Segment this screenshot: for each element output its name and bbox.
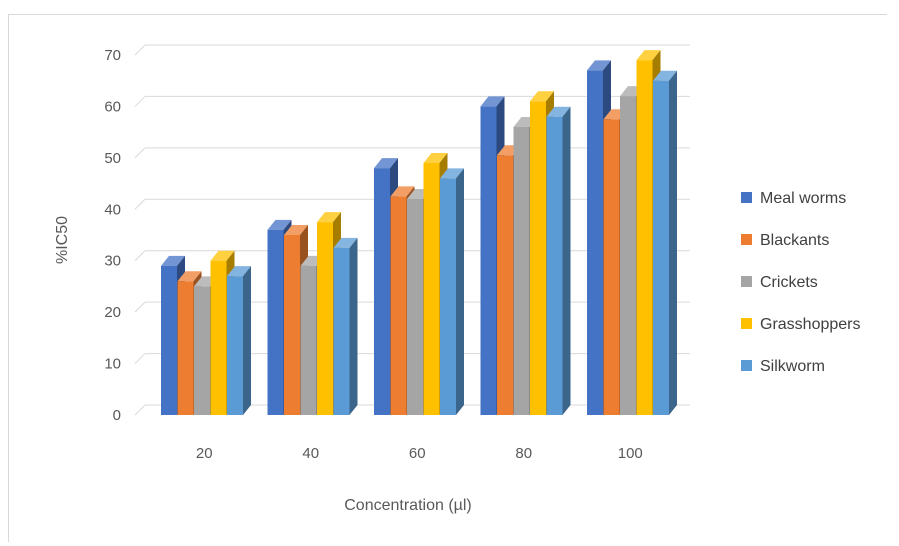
y-tick-label: 50 [104, 150, 121, 167]
legend-swatch [741, 192, 752, 203]
bar-front [513, 127, 530, 415]
legend-item: Grasshoppers [741, 316, 861, 333]
chart-frame [8, 14, 887, 542]
y-tick-label: 10 [104, 356, 121, 373]
bar-side [243, 266, 251, 415]
bar-front [636, 60, 653, 416]
bar-front [653, 80, 669, 415]
bar-front [333, 247, 350, 415]
bar [653, 70, 677, 415]
x-axis-title: Concentration (µl) [344, 497, 472, 514]
bar [440, 168, 464, 415]
y-tick-label: 20 [104, 304, 121, 321]
gridline-depth [134, 250, 146, 262]
bar-top [587, 60, 611, 71]
bar-front [267, 229, 284, 415]
gridline-depth [134, 404, 146, 416]
y-tick-label: 70 [104, 47, 121, 64]
legend-label: Crickets [760, 274, 818, 291]
bar-front [210, 260, 227, 415]
bar-front [603, 119, 620, 416]
bar-front [177, 281, 194, 415]
legend-item: Blackants [741, 232, 829, 249]
x-tick-label: 100 [618, 445, 643, 462]
y-tick-label: 30 [104, 253, 121, 270]
gridline-depth [134, 301, 146, 313]
y-tick-label: 40 [104, 201, 121, 218]
bar [333, 237, 358, 415]
bar-front [423, 163, 440, 415]
bar-front [194, 286, 210, 415]
legend-item: Crickets [741, 274, 818, 291]
bar-front [374, 168, 390, 415]
legend-swatch [741, 234, 752, 245]
legend-swatch [741, 276, 752, 287]
bar-top [210, 250, 235, 261]
bar [546, 106, 571, 415]
bar-side [349, 237, 358, 415]
bar-front [480, 106, 497, 415]
legend-item: Meal worms [741, 190, 846, 207]
bar-front [161, 265, 177, 415]
x-tick-labels: 20 40 60 80 100 [196, 445, 643, 462]
bar-front [546, 116, 563, 415]
y-tick-labels: 0 10 20 30 40 50 60 70 [104, 47, 121, 424]
x-tick-label: 80 [515, 445, 532, 462]
bar-side [562, 106, 571, 415]
legend-swatch [741, 360, 752, 371]
bar-front [317, 222, 333, 415]
legend-label: Meal worms [760, 190, 846, 207]
gridline-depth [134, 96, 146, 107]
gridline-depth [134, 147, 146, 159]
legend-label: Silkworm [760, 358, 825, 375]
legend-label: Blackants [760, 232, 829, 249]
bar-front [440, 178, 456, 415]
bar-front [407, 199, 423, 415]
legend-label: Grasshoppers [760, 316, 861, 333]
bar-layer [161, 50, 677, 416]
legend-item: Silkworm [741, 358, 825, 375]
gridline-depth [134, 353, 146, 364]
x-tick-label: 40 [302, 445, 319, 462]
y-axis-title: %IC50 [54, 216, 71, 264]
bar-front [300, 265, 317, 415]
bar-side [456, 168, 464, 415]
bar [227, 266, 251, 415]
bar-front [530, 101, 546, 416]
legend: Meal worms Blackants Crickets Grasshoppers S… [741, 190, 861, 375]
x-tick-label: 60 [409, 445, 426, 462]
gridline-depth [134, 198, 146, 210]
bar-front [620, 96, 636, 416]
bar-front [227, 276, 243, 415]
y-tick-label: 0 [113, 407, 121, 424]
gridline-depth [134, 44, 146, 56]
bar-side [669, 70, 677, 415]
legend-swatch [741, 318, 752, 329]
bar-front [390, 196, 407, 415]
x-tick-label: 20 [196, 445, 213, 462]
bar-front [284, 235, 300, 415]
bar-front [587, 70, 603, 415]
y-tick-label: 60 [104, 98, 121, 115]
bar-front [497, 155, 513, 416]
